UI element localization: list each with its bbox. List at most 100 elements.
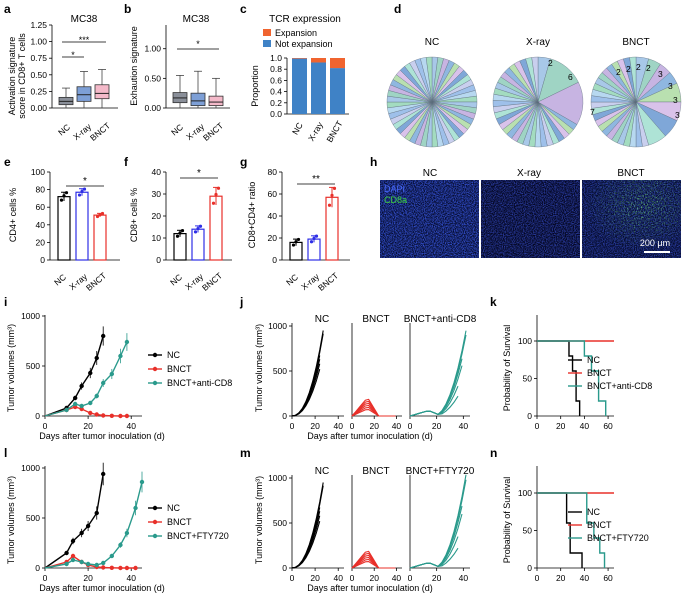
panel-a-ylabel-line2: score in CD8+ T cells: [17, 33, 27, 119]
panel-m-title-bnct: BNCT: [362, 466, 389, 477]
panel-e-point: [100, 211, 105, 216]
panel-g-point: [327, 203, 332, 207]
panel-i-point: [109, 371, 115, 377]
panel-m: Tumor volumes (mm³) NC BNCT BNCT+FTY720 …: [254, 466, 475, 593]
panel-h-legend-cd8a: CD8a: [384, 195, 407, 205]
panel-m-xtick-label: 20: [432, 573, 442, 583]
panel-l-point: [109, 553, 115, 559]
panel-m-xtick-label: 0: [408, 573, 413, 583]
panel-c: TCR expression Expansion Not expansion P…: [250, 14, 349, 144]
panel-l-legend-bnct: BNCT: [167, 517, 192, 527]
panel-n-legend-fty720: BNCT+FTY720: [587, 533, 649, 543]
panel-l-point: [124, 565, 130, 571]
panel-m-xtick-label: 20: [310, 573, 320, 583]
panel-b-title: MC38: [183, 14, 210, 25]
panel-i-ytick-label: 0: [35, 411, 40, 421]
panel-d-bnct-label-4: 2: [646, 63, 651, 73]
panel-d-bnct-label-2: 2: [626, 64, 631, 74]
panel-m-tumor-curve: [291, 507, 321, 569]
panel-i-point: [124, 413, 130, 419]
panel-b-box: [190, 92, 206, 107]
panel-l-ytick-label: 1000: [21, 463, 40, 473]
panel-f-point: [193, 230, 198, 234]
panel-h-image-bnct: [582, 180, 681, 258]
panel-a-box: [94, 84, 110, 100]
panel-l-point: [118, 542, 123, 548]
panel-k-xtick-label: 60: [603, 421, 613, 431]
panel-a-xtick-nc: NC: [56, 122, 72, 138]
panel-c-xtick-xray: X-ray: [306, 120, 325, 143]
panel-m-tumor-curve: [409, 505, 463, 569]
panel-label-a: a: [4, 2, 11, 16]
panel-g-xtick-bnct: BNCT: [316, 270, 340, 293]
panel-i-point: [101, 380, 106, 386]
panel-label-n: n: [490, 446, 497, 460]
panel-g-ytick-label: 0: [272, 255, 277, 265]
panel-h-image-xray: [481, 180, 580, 258]
panel-e-ytick-label: 60: [36, 202, 46, 212]
panel-c-ytick-label: 0.6: [270, 75, 282, 85]
panel-f-ytick-label: 0: [156, 255, 161, 265]
panel-n-xtick-label: 0: [535, 573, 540, 583]
panel-c-ylabel: Proportion: [250, 65, 260, 107]
panel-j-xtick-label: 20: [310, 421, 320, 431]
panel-h-title-nc: NC: [423, 168, 437, 179]
panel-c-bar-not-expansion: [311, 62, 326, 114]
panel-g-point: [296, 237, 301, 242]
panel-f-ylabel: CD8+ cells %: [129, 188, 139, 242]
panel-b-ytick-label: 0.00: [144, 103, 161, 113]
panel-e-bar: [93, 214, 107, 261]
panel-c-xtick-nc: NC: [290, 121, 305, 137]
panel-l-point: [133, 565, 138, 571]
panel-n-ytick-label: 0: [527, 563, 532, 573]
panel-k-legend-anti-cd8: BNCT+anti-CD8: [587, 381, 652, 391]
panel-e-point: [95, 214, 100, 219]
panel-label-g: g: [240, 155, 247, 169]
panel-i-point: [79, 383, 84, 389]
panel-i-point: [118, 413, 123, 419]
panel-d-pie-nc: [386, 56, 478, 148]
panel-d-title-nc: NC: [425, 37, 439, 48]
panel-j-ytick-label: 0: [282, 411, 287, 421]
panel-a-ytick-label: 1.25: [30, 20, 47, 30]
panel-i-xtick-label: 0: [43, 421, 48, 431]
panel-l-point: [101, 560, 106, 566]
panel-l-point: [79, 559, 84, 565]
panel-a-xtick-bnct: BNCT: [88, 120, 112, 143]
panel-h: NC X-ray BNCT DAPI CD8a 200 μm: [380, 168, 681, 258]
panel-l-xtick-label: 20: [83, 573, 93, 583]
panel-d-pie-bnct-slice: [629, 56, 637, 103]
panel-n-xtick-label: 20: [556, 573, 566, 583]
panel-label-k: k: [490, 295, 497, 309]
panel-i-xtick-label: 40: [126, 421, 136, 431]
panel-j-tumor-curve: [409, 330, 467, 417]
panel-m-tumor-curve: [409, 474, 467, 569]
panel-g-point: [330, 193, 334, 197]
panel-l-ylabel: Tumor volumes (mm³): [6, 476, 16, 564]
panel-f-bar: [191, 228, 205, 261]
panel-l-series-line: [44, 481, 143, 569]
panel-f-ytick-label: 40: [152, 167, 162, 177]
panel-c-legend-not-expansion: Not expansion: [275, 39, 333, 49]
panel-i-point: [88, 400, 93, 406]
panel-a-ytick-label: 0.25: [30, 86, 47, 96]
panel-k-xtick-label: 0: [535, 421, 540, 431]
panel-i-point: [88, 410, 93, 416]
panel-g-ytick-label: 20: [268, 233, 278, 243]
panel-label-h: h: [370, 155, 377, 169]
panel-f-sig: *: [197, 168, 201, 179]
panel-g-point: [309, 240, 314, 244]
panel-e-ytick-label: 80: [36, 185, 46, 195]
panel-n-legend-nc: NC: [587, 507, 600, 517]
panel-i-ylabel: Tumor volumes (mm³): [6, 324, 16, 412]
panel-l-point: [85, 561, 91, 567]
panel-l-point: [64, 561, 69, 567]
panel-h-image-nc: [380, 180, 479, 258]
panel-l-point: [94, 562, 99, 568]
panel-f-point: [216, 186, 221, 190]
panel-m-title-fty720: BNCT+FTY720: [406, 466, 475, 477]
panel-e-xtick-bnct: BNCT: [84, 270, 108, 293]
panel-h-scalebar-label: 200 μm: [640, 238, 670, 248]
